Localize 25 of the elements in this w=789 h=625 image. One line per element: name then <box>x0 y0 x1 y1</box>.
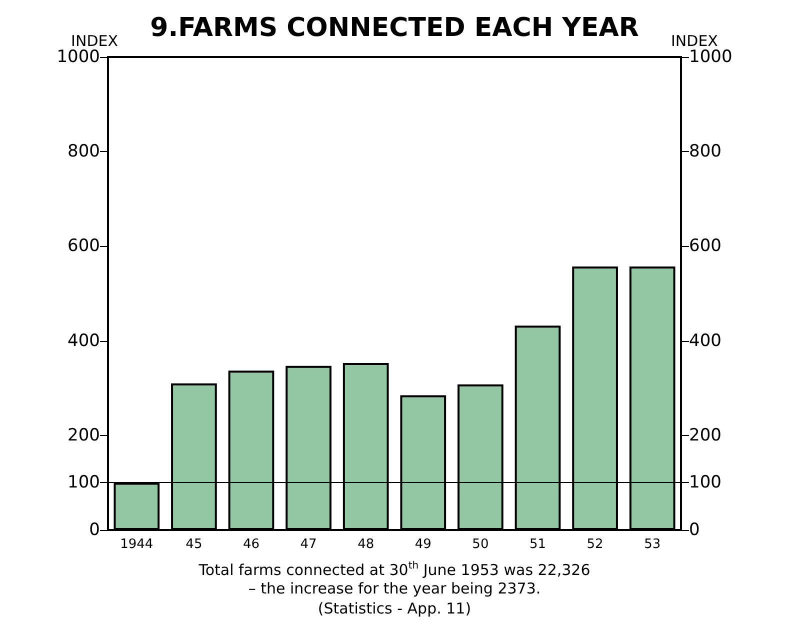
chart-title: 9.FARMS CONNECTED EACH YEAR <box>150 13 639 43</box>
y2-tick-label: 600 <box>689 236 722 256</box>
text: (Statistics - App. 11) <box>318 600 472 618</box>
text: – the increase for the year being 2373. <box>248 580 541 598</box>
y-tick-label: 400 <box>68 330 100 351</box>
x-tick-label: 50 <box>472 537 489 552</box>
x-tick-label: 47 <box>300 537 317 552</box>
x-tick-label: 48 <box>358 537 374 552</box>
y-tick-label: 200 <box>68 425 100 446</box>
y2-tick-label: 400 <box>689 330 722 351</box>
x-tick-label: 45 <box>186 537 202 552</box>
y-tick-label: 600 <box>68 236 100 256</box>
y2-tick-label: 100 <box>689 472 722 493</box>
y-tick-label: 800 <box>68 142 100 162</box>
y2-tick-label: 0 <box>689 520 700 540</box>
x-tick-label: 51 <box>529 537 546 552</box>
y-tick-label: 0 <box>89 520 100 540</box>
x-tick-label: 1944 <box>120 537 154 552</box>
x-tick-label: 49 <box>414 537 432 552</box>
y-tick-label: 100 <box>68 472 100 493</box>
x-tick-label: 53 <box>644 537 661 552</box>
y2-tick-label: 200 <box>689 425 722 446</box>
x-tick-label: 52 <box>586 537 604 552</box>
x-tick-label: 46 <box>242 537 260 552</box>
y2-tick-label: 800 <box>689 142 722 162</box>
